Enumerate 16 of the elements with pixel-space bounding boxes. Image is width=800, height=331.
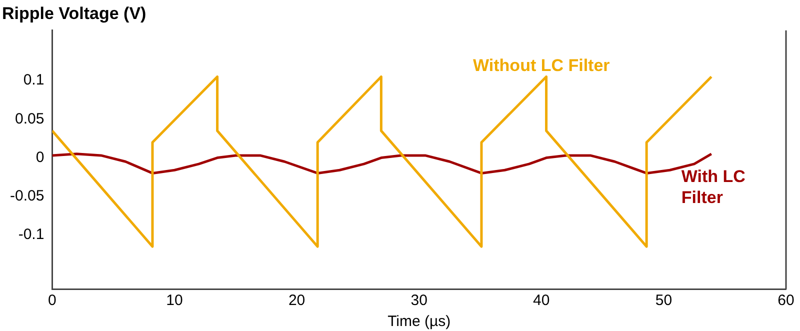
- x-tick-label: 20: [288, 292, 306, 310]
- x-tick-label: 10: [166, 292, 183, 310]
- y-tick-label: -0.1: [18, 226, 44, 244]
- y-tick-label: 0.1: [23, 72, 44, 89]
- y-tick-label: -0.05: [10, 188, 44, 205]
- y-tick-label: 0.05: [14, 110, 44, 128]
- x-tick-label: 60: [778, 292, 794, 310]
- series-label: Without LC Filter: [473, 56, 610, 75]
- y-axis-title: Ripple Voltage (V): [2, 4, 146, 23]
- x-tick-label: 50: [655, 292, 672, 310]
- x-axis-title: Time (µs): [388, 313, 451, 330]
- y-tick-label: 0: [36, 148, 44, 166]
- x-tick-label: 0: [48, 292, 56, 310]
- series-label: With LC Filter: [681, 167, 746, 208]
- x-tick-label: 40: [533, 292, 550, 310]
- x-tick-label: 30: [410, 292, 428, 310]
